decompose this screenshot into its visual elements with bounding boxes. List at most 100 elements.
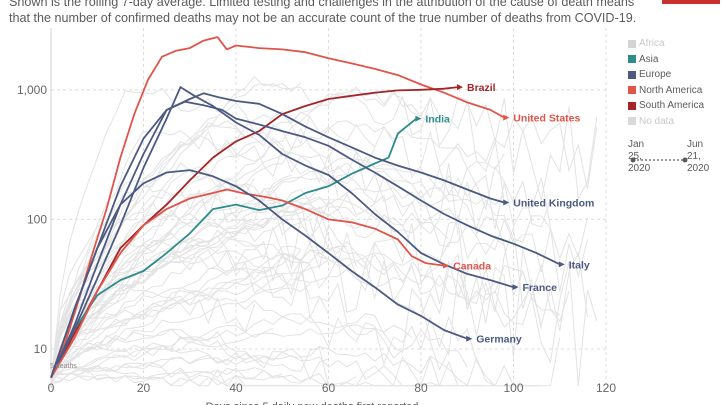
background-country-line (50, 346, 532, 387)
time-range-track[interactable] (627, 153, 717, 165)
legend-swatch (628, 101, 636, 110)
legend-label: North America (639, 84, 703, 96)
background-country-line (50, 173, 505, 377)
legend-item-south-america[interactable]: South America (624, 98, 724, 114)
background-country-line (50, 313, 468, 383)
background-country-line (50, 209, 588, 376)
background-country-line (50, 374, 357, 386)
legend-label: Africa (639, 38, 665, 49)
background-country-line (50, 347, 265, 376)
background-country-line (50, 327, 274, 380)
series-end-marker (466, 335, 473, 342)
series-line-italy (50, 100, 561, 378)
background-country-line (50, 88, 431, 381)
x-tick-label: 80 (414, 381, 428, 395)
series-label: Brazil (467, 82, 496, 94)
legend-item-europe[interactable]: Europe (624, 67, 724, 83)
start_lines-line: 25, (628, 151, 642, 162)
background-country-line (50, 363, 301, 387)
background-country-line (50, 196, 357, 377)
x-tick-label: 40 (229, 381, 243, 395)
background-country-line (50, 187, 588, 376)
chart-subtitle: Shown is the rolling 7-day average. Limi… (9, 0, 639, 26)
series-line-canada (50, 188, 445, 379)
start-annotation: 5 deaths (50, 363, 77, 370)
series-end-marker (415, 115, 422, 122)
background-country-line (50, 246, 570, 380)
x-tick-label: 100 (503, 381, 523, 395)
background-country-line (50, 245, 348, 375)
background-country-line (50, 290, 561, 387)
time-end-label: Jun 21, 2020 (687, 139, 709, 175)
background-country-line (50, 134, 459, 376)
background-country-line (50, 180, 357, 375)
legend-label: Europe (639, 69, 672, 80)
legend-label: South America (639, 100, 705, 111)
series-label: United Kingdom (513, 198, 594, 210)
background-country-line (50, 120, 376, 382)
start_lines-line: Jan (628, 139, 645, 150)
legend-item-africa[interactable]: Africa (624, 36, 724, 52)
background-country-line (50, 82, 302, 378)
legend-label: No data (639, 115, 675, 127)
end_lines-line: 21, (687, 151, 701, 162)
series-end-marker (558, 261, 565, 268)
time-range-slider[interactable]: Jan 25, 2020 Jun 21, 2020 (624, 139, 724, 179)
series-line-brazil (50, 86, 459, 379)
subtitle-line-2: that the number of confirmed deaths may … (9, 11, 637, 25)
series-line-germany (50, 169, 468, 378)
legend-item-no-data[interactable]: No data (624, 114, 724, 130)
brand-accent-bar (662, 0, 720, 4)
start_lines-line: 2020 (628, 163, 651, 174)
background-country-line (50, 207, 561, 381)
background-country-line (50, 179, 394, 374)
series-line-india (50, 117, 417, 379)
background-country-line (50, 249, 302, 382)
y-tick-label: 10 (34, 342, 48, 356)
legend-item-asia[interactable]: Asia (624, 52, 724, 68)
legend-label: Asia (639, 53, 659, 65)
time-start-handle[interactable] (630, 157, 636, 163)
series-end-marker (503, 114, 510, 121)
subtitle-line-1: Shown is the rolling 7-day average. Limi… (9, 0, 635, 9)
background-country-line (50, 200, 450, 379)
series-label: India (425, 114, 450, 126)
background-country-line (50, 283, 311, 377)
legend-swatch (628, 117, 636, 125)
background-country-line (50, 245, 301, 384)
end_lines-line: Jun (687, 139, 704, 150)
series-end-marker (512, 284, 519, 291)
background-country-line (50, 255, 329, 381)
series-line-united-states (50, 36, 505, 379)
background-country-line (50, 232, 413, 376)
x-tick-label: 20 (137, 381, 151, 395)
x-axis-label: Days since 5 daily new deaths first repo… (206, 401, 419, 405)
legend-swatch (628, 55, 636, 63)
series-label: Canada (453, 261, 491, 273)
background-country-line (50, 121, 292, 381)
x-tick-label: 0 (48, 381, 55, 395)
series-end-marker (503, 199, 510, 206)
legend-swatch (628, 39, 636, 48)
series-end-marker (443, 262, 450, 269)
end_lines-line: 2020 (687, 163, 710, 174)
series-label: United States (513, 113, 580, 125)
legend-swatch (628, 86, 636, 94)
series-label: Italy (569, 259, 590, 271)
x-tick-label: 120 (596, 381, 616, 395)
x-tick-label: 60 (322, 381, 336, 395)
legend-swatch (628, 70, 636, 79)
y-tick-label: 1,000 (17, 83, 47, 97)
background-country-line (50, 257, 542, 382)
legend-item-north-america[interactable]: North America (624, 83, 724, 99)
background-country-line (50, 239, 496, 379)
series-end-marker (457, 84, 463, 91)
background-country-line (50, 151, 551, 381)
background-country-line (50, 86, 598, 382)
background-country-line (50, 198, 588, 384)
time-end-handle[interactable] (682, 157, 688, 163)
time-start-label: Jan 25, 2020 (628, 139, 650, 175)
series-label: France (523, 282, 558, 294)
region-legend: Africa Asia Europe North America South Ameri… (624, 36, 724, 129)
